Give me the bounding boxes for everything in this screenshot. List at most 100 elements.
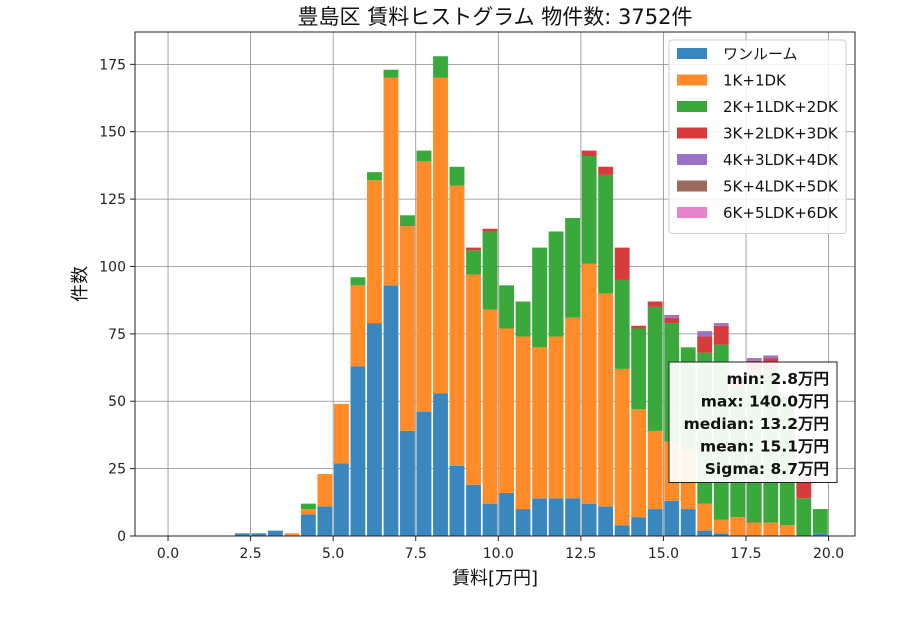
histogram-bar	[697, 503, 713, 531]
histogram-bar	[697, 530, 713, 536]
histogram-bar	[680, 509, 696, 536]
histogram-bar	[499, 285, 514, 329]
histogram-bar	[400, 226, 415, 431]
histogram-bar	[449, 166, 465, 186]
histogram-bar	[416, 150, 432, 162]
histogram-bar	[647, 430, 663, 510]
legend-label: 5K+4LDK+5DK	[723, 178, 839, 196]
x-tick-label: 20.0	[813, 546, 844, 562]
stats-box: min: 2.8万円 max: 140.0万円 median: 13.2万円 mean…	[668, 361, 838, 483]
legend-label: 1K+1DK	[723, 72, 787, 90]
histogram-bar	[548, 336, 564, 499]
legend-frame	[668, 39, 847, 234]
x-tick-label: 2.5	[239, 546, 261, 562]
histogram-bar	[482, 309, 498, 504]
stats-frame	[668, 361, 838, 483]
plot-frame	[134, 31, 856, 537]
stats-line: max: 140.0万円	[701, 393, 829, 411]
histogram-bar	[779, 525, 795, 536]
histogram-bar	[532, 498, 548, 536]
legend-swatch	[677, 127, 707, 139]
histogram-bar	[350, 366, 366, 536]
chart-title: 豊島区 賃料ヒストグラム 物件数: 3752件	[298, 5, 693, 29]
histogram-bar	[317, 506, 333, 536]
histogram-bar	[234, 533, 250, 536]
histogram-bar	[730, 517, 746, 536]
histogram-bar	[713, 533, 729, 536]
histogram-bar	[383, 77, 399, 286]
stats-line: min: 2.8万円	[726, 370, 829, 388]
histogram-bar	[565, 498, 581, 536]
histogram-bar	[300, 514, 316, 536]
histogram-bar	[664, 500, 680, 536]
histogram-bar	[631, 517, 647, 536]
legend: ワンルーム 1K+1DK 2K+1LDK+2DK 3K+2LDK+3DK 4K+3LDK…	[668, 39, 847, 234]
histogram-bar	[466, 250, 481, 275]
histogram-bar	[614, 279, 630, 369]
histogram-bar	[466, 274, 481, 485]
histogram-bar	[499, 492, 514, 536]
histogram-bar	[598, 506, 614, 536]
legend-swatch	[677, 180, 707, 192]
histogram-bar	[565, 317, 581, 499]
histogram-bar	[317, 474, 333, 507]
histogram-bar	[350, 277, 366, 286]
histogram-bar	[333, 403, 349, 464]
histogram-bar	[796, 498, 812, 536]
histogram-bar	[400, 430, 415, 536]
histogram-bar	[647, 301, 663, 307]
histogram-bar	[482, 228, 498, 232]
histogram-bar	[433, 393, 448, 536]
x-tick-label: 12.5	[565, 546, 596, 562]
histogram-bar	[482, 231, 498, 310]
histogram-bar	[631, 328, 647, 410]
y-tick-label: 0	[117, 529, 126, 545]
histogram-bar	[433, 56, 448, 78]
x-tick-label: 0.0	[157, 546, 179, 562]
legend-label: 3K+2LDK+3DK	[723, 125, 839, 143]
histogram-bar	[548, 231, 564, 337]
histogram-bar	[367, 172, 382, 181]
y-tick-label: 50	[108, 394, 126, 410]
y-tick-label: 100	[99, 259, 126, 275]
histogram-bar	[532, 347, 548, 499]
histogram-bar	[548, 498, 564, 536]
histogram-bar	[581, 263, 597, 504]
histogram-bar	[449, 465, 465, 536]
x-tick-label: 17.5	[730, 546, 761, 562]
histogram-bar	[614, 525, 630, 536]
legend-swatch	[677, 48, 707, 59]
histogram-bar	[300, 503, 316, 510]
histogram-bar	[647, 306, 663, 431]
histogram-bar	[367, 323, 382, 536]
histogram-bar	[647, 509, 663, 536]
histogram-bar	[763, 522, 779, 536]
histogram-bar	[763, 355, 779, 359]
histogram-bar	[515, 336, 531, 510]
histogram-bar	[581, 155, 597, 264]
histogram-bar	[383, 285, 399, 536]
histogram-bar	[416, 412, 432, 536]
stats-line: mean: 15.1万円	[700, 438, 829, 456]
legend-label: 2K+1LDK+2DK	[723, 98, 839, 116]
y-tick-label: 75	[108, 327, 126, 343]
histogram-bar	[614, 368, 630, 526]
histogram-bar	[581, 503, 597, 536]
y-tick-label: 175	[99, 57, 126, 73]
histogram-bar	[383, 69, 399, 78]
x-axis-label: 賃料[万円]	[452, 568, 538, 589]
histogram-bar	[631, 409, 647, 518]
x-tick-label: 15.0	[648, 546, 679, 562]
histogram-bar	[532, 247, 548, 348]
histogram-bar	[746, 358, 762, 361]
histogram-bar	[466, 484, 481, 536]
legend-swatch	[677, 101, 707, 112]
histogram-bar	[697, 331, 713, 337]
histogram-bar	[350, 285, 366, 367]
legend-label: 6K+5LDK+6DK	[723, 204, 839, 222]
histogram-bar	[713, 323, 729, 326]
x-tick-label: 7.5	[405, 546, 427, 562]
histogram-bar	[400, 215, 415, 227]
